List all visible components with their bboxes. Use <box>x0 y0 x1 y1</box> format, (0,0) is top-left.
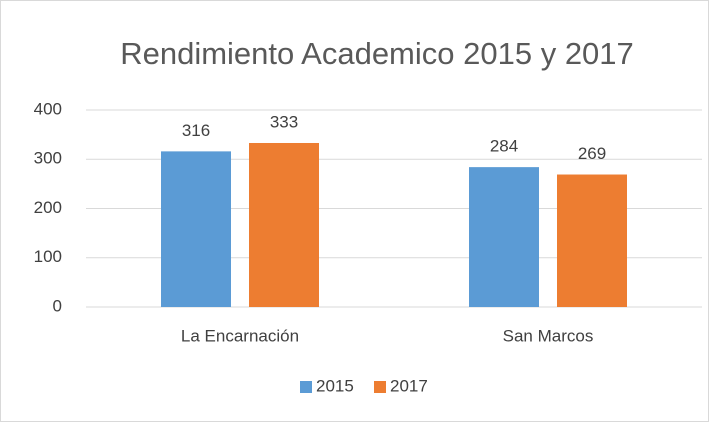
value-label: 284 <box>490 137 518 156</box>
x-tick-label: San Marcos <box>503 326 594 345</box>
legend-label: 2015 <box>316 376 354 395</box>
legend-swatch <box>374 381 386 393</box>
value-label: 316 <box>182 121 210 140</box>
value-label: 269 <box>578 144 606 163</box>
bar <box>557 174 627 307</box>
bar <box>249 142 319 307</box>
bar <box>161 151 231 307</box>
y-tick-label: 200 <box>34 198 62 217</box>
legend-swatch <box>300 381 312 393</box>
chart-title: Rendimiento Academico 2015 y 2017 <box>120 36 634 71</box>
x-tick-label: La Encarnación <box>181 326 299 345</box>
value-label: 333 <box>270 112 298 131</box>
bar <box>469 167 539 307</box>
y-tick-label: 0 <box>53 296 62 315</box>
y-tick-label: 400 <box>34 99 62 118</box>
y-tick-label: 300 <box>34 149 62 168</box>
legend-label: 2017 <box>390 376 428 395</box>
y-tick-label: 100 <box>34 247 62 266</box>
